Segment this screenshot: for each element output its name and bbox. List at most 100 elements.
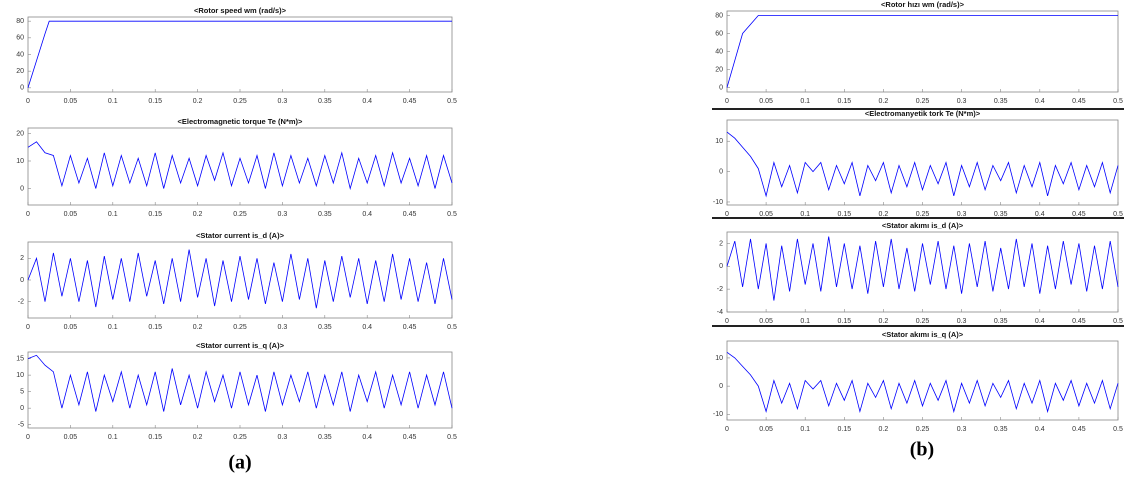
chart-title: <Rotor hızı wm (rad/s)>: [881, 0, 965, 9]
y-tick-label: 20: [16, 68, 24, 75]
x-tick-label: 0.45: [1072, 211, 1086, 218]
x-tick-label: 0.5: [1113, 98, 1123, 105]
y-tick-label: 15: [16, 355, 24, 362]
x-tick-label: 0.25: [233, 324, 247, 331]
plot-area: [27, 351, 453, 429]
y-tick-label: -5: [18, 422, 24, 429]
x-tick-label: 0.05: [64, 211, 78, 218]
y-tick-label: 10: [715, 355, 723, 362]
y-tick-label: 0: [719, 84, 723, 91]
x-tick-label: 0.5: [447, 211, 457, 218]
x-tick-label: 0: [26, 211, 30, 218]
x-tick-label: 0.1: [108, 211, 118, 218]
x-tick-label: 0.3: [278, 98, 288, 105]
y-tick-label: 5: [20, 388, 24, 395]
x-tick-label: 0.35: [318, 324, 332, 331]
x-tick-label: 0.5: [1113, 211, 1123, 218]
x-tick-label: 0.15: [148, 211, 162, 218]
x-tick-label: 0.45: [403, 211, 417, 218]
x-tick-label: 0.35: [994, 98, 1008, 105]
x-tick-label: 0.05: [759, 426, 773, 433]
x-tick-label: 0.1: [108, 324, 118, 331]
plot-area: [726, 340, 1119, 421]
x-tick-label: 0.15: [837, 211, 851, 218]
x-tick-label: 0.25: [916, 211, 930, 218]
x-tick-label: 0.3: [957, 98, 967, 105]
x-tick-label: 0.15: [148, 98, 162, 105]
x-tick-label: 0.2: [193, 98, 203, 105]
y-tick-label: 2: [20, 255, 24, 262]
x-tick-label: 0.45: [1072, 318, 1086, 325]
x-tick-label: 0.4: [1035, 318, 1045, 325]
chart-title: <Stator current is_d (A)>: [196, 231, 285, 240]
series-line: [27, 20, 452, 88]
y-tick-label: -2: [18, 299, 24, 306]
x-tick-label: 0.15: [837, 98, 851, 105]
x-tick-label: 0.25: [916, 318, 930, 325]
x-tick-label: 0.4: [362, 211, 372, 218]
plot-area: [726, 10, 1119, 93]
x-tick-label: 0.2: [879, 426, 889, 433]
x-tick-label: 0.25: [916, 98, 930, 105]
x-tick-label: 0.05: [759, 318, 773, 325]
x-tick-label: 0: [725, 211, 729, 218]
x-tick-label: 0.45: [403, 434, 417, 441]
y-tick-label: 20: [715, 66, 723, 73]
x-tick-label: 0.1: [800, 211, 810, 218]
y-tick-label: -4: [717, 309, 723, 316]
x-tick-label: 0.5: [1113, 318, 1123, 325]
x-tick-label: 0.4: [1035, 426, 1045, 433]
y-tick-label: 0: [719, 263, 723, 270]
x-tick-label: 0.45: [1072, 98, 1086, 105]
x-tick-label: 0.5: [1113, 426, 1123, 433]
x-tick-label: 0.05: [759, 211, 773, 218]
plot-area: [27, 16, 453, 93]
x-tick-label: 0.25: [233, 98, 247, 105]
y-tick-label: 0: [20, 405, 24, 412]
x-tick-label: 0.5: [447, 98, 457, 105]
y-tick-label: 60: [715, 30, 723, 37]
x-tick-label: 0.15: [837, 318, 851, 325]
x-tick-label: 0.2: [879, 98, 889, 105]
y-tick-label: 20: [16, 130, 24, 137]
y-tick-label: 0: [719, 168, 723, 175]
x-tick-label: 0: [725, 318, 729, 325]
y-tick-label: 40: [16, 51, 24, 58]
x-tick-label: 0: [26, 324, 30, 331]
x-tick-label: 0.15: [148, 324, 162, 331]
y-tick-label: 80: [16, 18, 24, 25]
x-tick-label: 0.25: [916, 426, 930, 433]
y-tick-label: 10: [16, 158, 24, 165]
series-line: [27, 249, 453, 309]
chart-title: <Stator akımı is_q (A)>: [882, 330, 964, 339]
x-tick-label: 0.1: [108, 434, 118, 441]
x-tick-label: 0.45: [1072, 426, 1086, 433]
x-tick-label: 0.3: [278, 211, 288, 218]
x-tick-label: 0.4: [1035, 211, 1045, 218]
x-tick-label: 0: [725, 426, 729, 433]
x-tick-label: 0.35: [318, 98, 332, 105]
x-tick-label: 0.5: [447, 434, 457, 441]
x-tick-label: 0.25: [233, 434, 247, 441]
x-tick-label: 0.1: [800, 318, 810, 325]
series-line: [27, 141, 453, 191]
y-tick-label: 10: [715, 138, 723, 145]
series-line: [726, 131, 1119, 198]
x-tick-label: 0.4: [362, 324, 372, 331]
y-tick-label: 0: [719, 383, 723, 390]
x-tick-label: 0.15: [837, 426, 851, 433]
x-tick-label: 0.35: [318, 211, 332, 218]
y-tick-label: 0: [20, 277, 24, 284]
y-tick-label: 0: [20, 185, 24, 192]
y-tick-label: 40: [715, 48, 723, 55]
plot-area: [726, 119, 1119, 206]
x-tick-label: 0.3: [957, 426, 967, 433]
chart-title: <Stator akımı is_d (A)>: [882, 221, 964, 230]
x-tick-label: 0: [725, 98, 729, 105]
chart-title: <Stator current is_q (A)>: [196, 341, 285, 350]
x-tick-label: 0.35: [994, 318, 1008, 325]
x-tick-label: 0.1: [108, 98, 118, 105]
x-tick-label: 0.05: [64, 324, 78, 331]
x-tick-label: 0.3: [278, 324, 288, 331]
y-tick-label: 0: [20, 85, 24, 92]
